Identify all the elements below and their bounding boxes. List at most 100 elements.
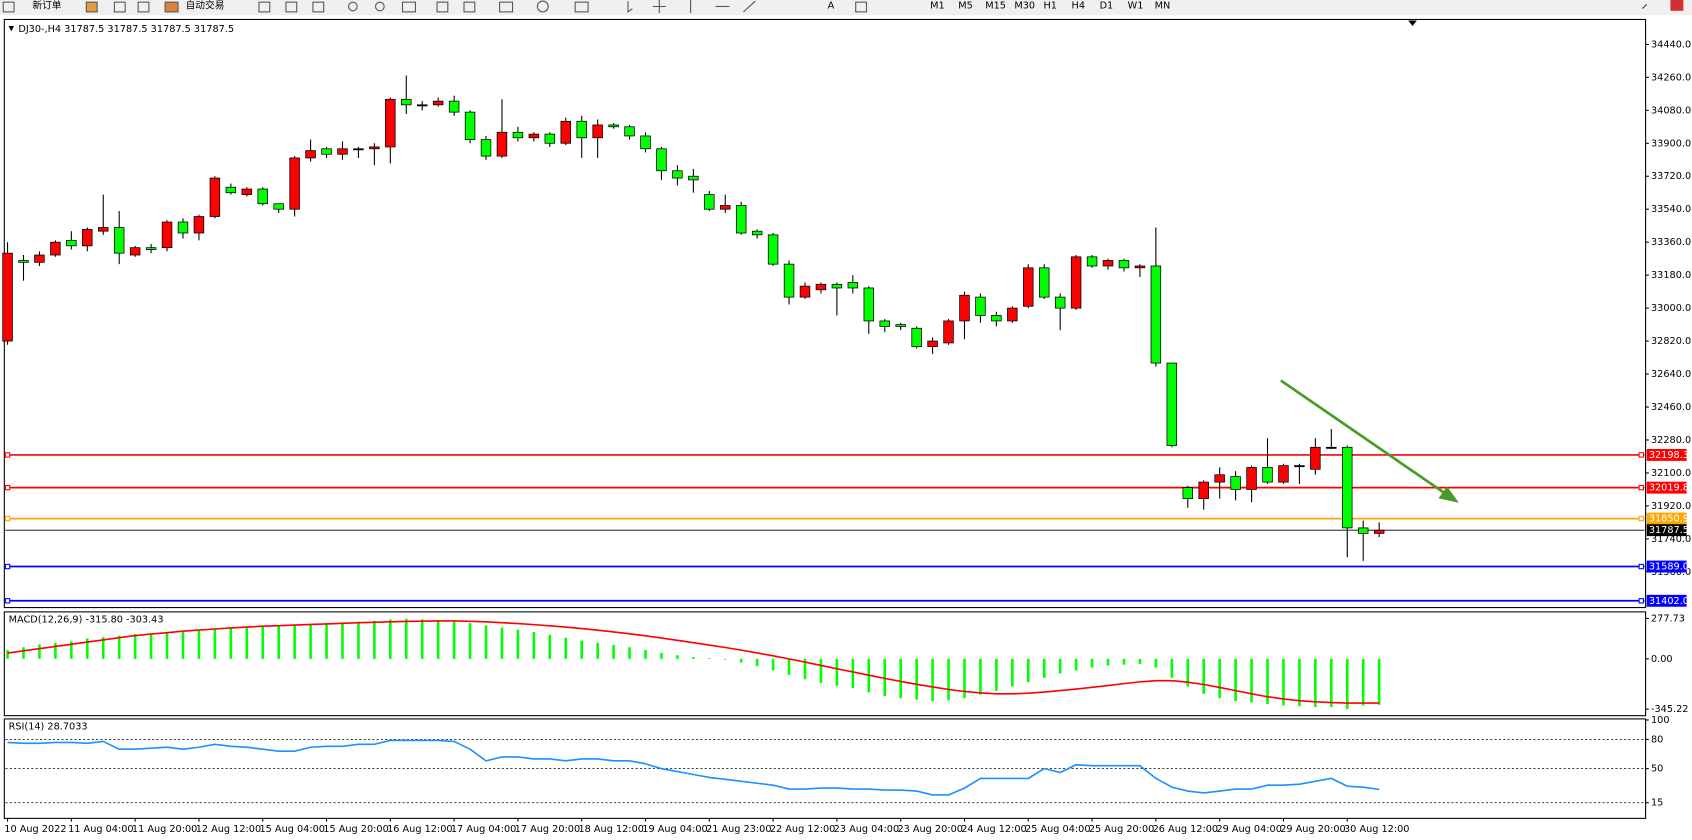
- label-tool[interactable]: [855, 1, 868, 13]
- candle-body: [225, 186, 237, 194]
- candle-body: [1166, 362, 1178, 446]
- candle-body: [289, 157, 300, 210]
- macd-bar: [1250, 658, 1253, 703]
- macd-bar: [931, 658, 934, 702]
- x-tick-label: 23 Aug 04:00: [834, 824, 899, 835]
- macd-bar: [1026, 658, 1030, 683]
- candle-body: [432, 100, 444, 106]
- candle-body: [720, 205, 731, 210]
- x-tick-label: 18 Aug 12:00: [578, 824, 643, 835]
- candle-body: [528, 133, 540, 139]
- candle-body: [480, 139, 492, 157]
- macd-bar: [947, 658, 950, 701]
- timeframe-button[interactable]: W1: [1128, 0, 1144, 11]
- timeframe-button[interactable]: M5: [958, 0, 973, 11]
- macd-bar: [1234, 658, 1237, 702]
- macd-bar: [1186, 658, 1190, 687]
- macd-bar: [213, 628, 217, 659]
- indicators[interactable]: [499, 1, 514, 13]
- tile[interactable]: [401, 1, 416, 13]
- candle-body: [783, 263, 795, 298]
- candle-body: [98, 227, 109, 232]
- macd-bar: [468, 623, 472, 659]
- price-label: 31850.9: [1649, 514, 1689, 525]
- candle-body: [1134, 265, 1146, 269]
- timeframe-button[interactable]: M1: [930, 0, 945, 11]
- macd-bar: [596, 642, 599, 659]
- candle-body: [321, 148, 332, 155]
- icon[interactable]: [85, 1, 98, 13]
- auto-trading-button[interactable]: 自动交易: [186, 0, 225, 11]
- candle-body: [464, 111, 476, 140]
- icon[interactable]: [113, 1, 126, 13]
- candle-body: [193, 216, 205, 234]
- cursor[interactable]: [627, 1, 633, 13]
- indicator-title: RSI(14) 28.7033: [9, 721, 88, 732]
- x-tick-label: 24 Aug 12:00: [961, 824, 1026, 835]
- timeframe-button[interactable]: M30: [1014, 0, 1035, 11]
- icon[interactable]: [137, 1, 150, 13]
- macd-bar: [708, 658, 711, 659]
- icon[interactable]: [436, 1, 449, 13]
- alert-icon[interactable]: [1670, 0, 1684, 11]
- candle-body: [1054, 296, 1066, 309]
- candle-body: [241, 188, 253, 195]
- auto-trading-icon[interactable]: [164, 1, 179, 13]
- macd-bar: [245, 627, 249, 659]
- icon[interactable]: [258, 1, 271, 13]
- icon[interactable]: [312, 1, 325, 13]
- candle-body: [815, 283, 827, 291]
- candle-body: [704, 194, 715, 210]
- candle-body: [337, 148, 348, 155]
- level-handle: [4, 452, 11, 458]
- timeframe-button[interactable]: H1: [1043, 0, 1056, 11]
- macd-bar: [771, 658, 775, 671]
- candle-body: [1373, 529, 1385, 534]
- candle-body: [1262, 467, 1273, 483]
- candle-body: [209, 177, 221, 217]
- y-tick-label: 33540.0: [1651, 204, 1691, 215]
- icon[interactable]: [463, 1, 476, 13]
- timeframe-button[interactable]: H4: [1072, 0, 1085, 11]
- templates[interactable]: [574, 1, 589, 13]
- price-label: 31589.0: [1649, 562, 1689, 573]
- macd-bar: [325, 623, 328, 659]
- x-tick-label: 17 Aug 04:00: [451, 824, 516, 835]
- search-icon[interactable]: [1641, 3, 1648, 10]
- candle-body: [640, 135, 651, 150]
- macd-bar: [1011, 658, 1014, 687]
- new-order-button[interactable]: 新订单: [32, 0, 61, 11]
- timeframe-button[interactable]: MN: [1155, 0, 1171, 11]
- text-tool[interactable]: A: [828, 0, 835, 11]
- level-handle: [1638, 452, 1644, 458]
- macd-bar: [1361, 658, 1365, 706]
- candle-body: [512, 131, 524, 139]
- macd-bar: [70, 641, 73, 659]
- candle-body: [975, 296, 986, 316]
- macd-bar: [101, 637, 105, 659]
- macd-bar: [739, 658, 743, 663]
- timeframe-button[interactable]: M15: [985, 0, 1006, 11]
- indicator-title: MACD(12,26,9) -315.80 -303.43: [9, 614, 164, 625]
- macd-bar: [1122, 658, 1126, 665]
- zoom-out[interactable]: [374, 1, 385, 12]
- new-order-icon[interactable]: [2, 1, 15, 13]
- candle-body: [959, 294, 970, 322]
- candle-body: [544, 133, 556, 144]
- candle-body: [34, 254, 45, 263]
- level-handle: [1638, 515, 1644, 522]
- x-tick-label: 11 Aug 04:00: [68, 824, 133, 835]
- icon[interactable]: [285, 1, 298, 13]
- trendline[interactable]: [743, 0, 756, 13]
- macd-bar: [436, 620, 440, 659]
- periods[interactable]: [536, 0, 549, 13]
- zoom-in[interactable]: [348, 1, 358, 12]
- candle-body: [273, 203, 284, 210]
- y-tick-label: 80: [1651, 734, 1663, 745]
- timeframe-button[interactable]: D1: [1100, 0, 1114, 11]
- candle-body: [560, 120, 571, 144]
- macd-bar: [899, 658, 902, 699]
- crosshair[interactable]: [652, 0, 666, 13]
- macd-bar: [676, 655, 679, 659]
